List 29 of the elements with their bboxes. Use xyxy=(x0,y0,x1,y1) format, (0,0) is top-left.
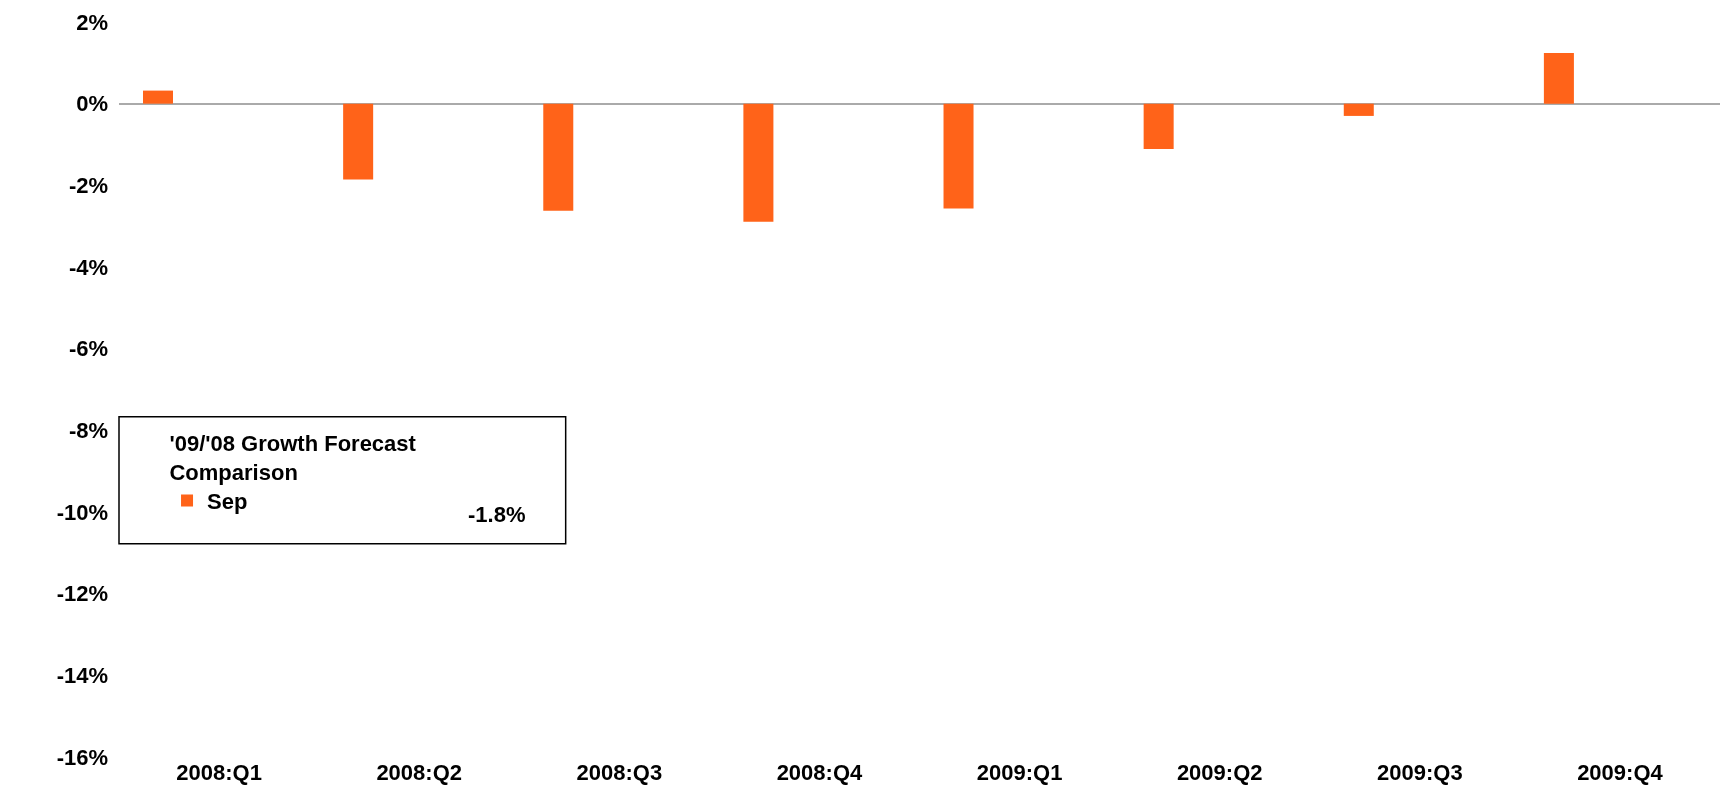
y-tick-label: -6% xyxy=(68,336,108,362)
bar xyxy=(1343,103,1374,116)
annotation: -1.8% xyxy=(468,502,526,527)
y-tick-label: -12% xyxy=(56,581,108,607)
y-tick-label: -4% xyxy=(68,254,108,280)
y-tick-label: -14% xyxy=(56,663,108,689)
x-tick-label: 2009:Q4 xyxy=(1577,760,1664,785)
bar xyxy=(143,90,174,104)
y-tick-label: -16% xyxy=(56,744,108,770)
bar xyxy=(543,103,574,211)
legend-title: '09/'08 Growth Forecast Comparison xyxy=(169,431,417,485)
x-tick-label: 2009:Q3 xyxy=(1377,760,1463,785)
legend-label: Sep xyxy=(207,489,248,515)
x-tick-label: 2008:Q4 xyxy=(776,760,864,785)
x-tick-label: 2009:Q2 xyxy=(1176,760,1263,785)
bar xyxy=(943,103,974,209)
x-tick-label: 2008:Q1 xyxy=(176,760,262,785)
bar xyxy=(1143,103,1174,149)
x-tick-label: 2008:Q3 xyxy=(576,760,663,785)
bar xyxy=(1543,53,1574,104)
bar xyxy=(343,103,374,180)
y-tick-label: -8% xyxy=(68,418,108,444)
x-tick-label: 2008:Q2 xyxy=(376,760,462,785)
y-tick-label: -2% xyxy=(68,173,108,199)
y-tick-label: -10% xyxy=(56,499,108,525)
bar xyxy=(743,103,774,222)
y-tick-label: 2% xyxy=(76,9,108,35)
y-tick-label: 0% xyxy=(76,91,108,117)
x-tick-label: 2009:Q1 xyxy=(976,760,1063,785)
